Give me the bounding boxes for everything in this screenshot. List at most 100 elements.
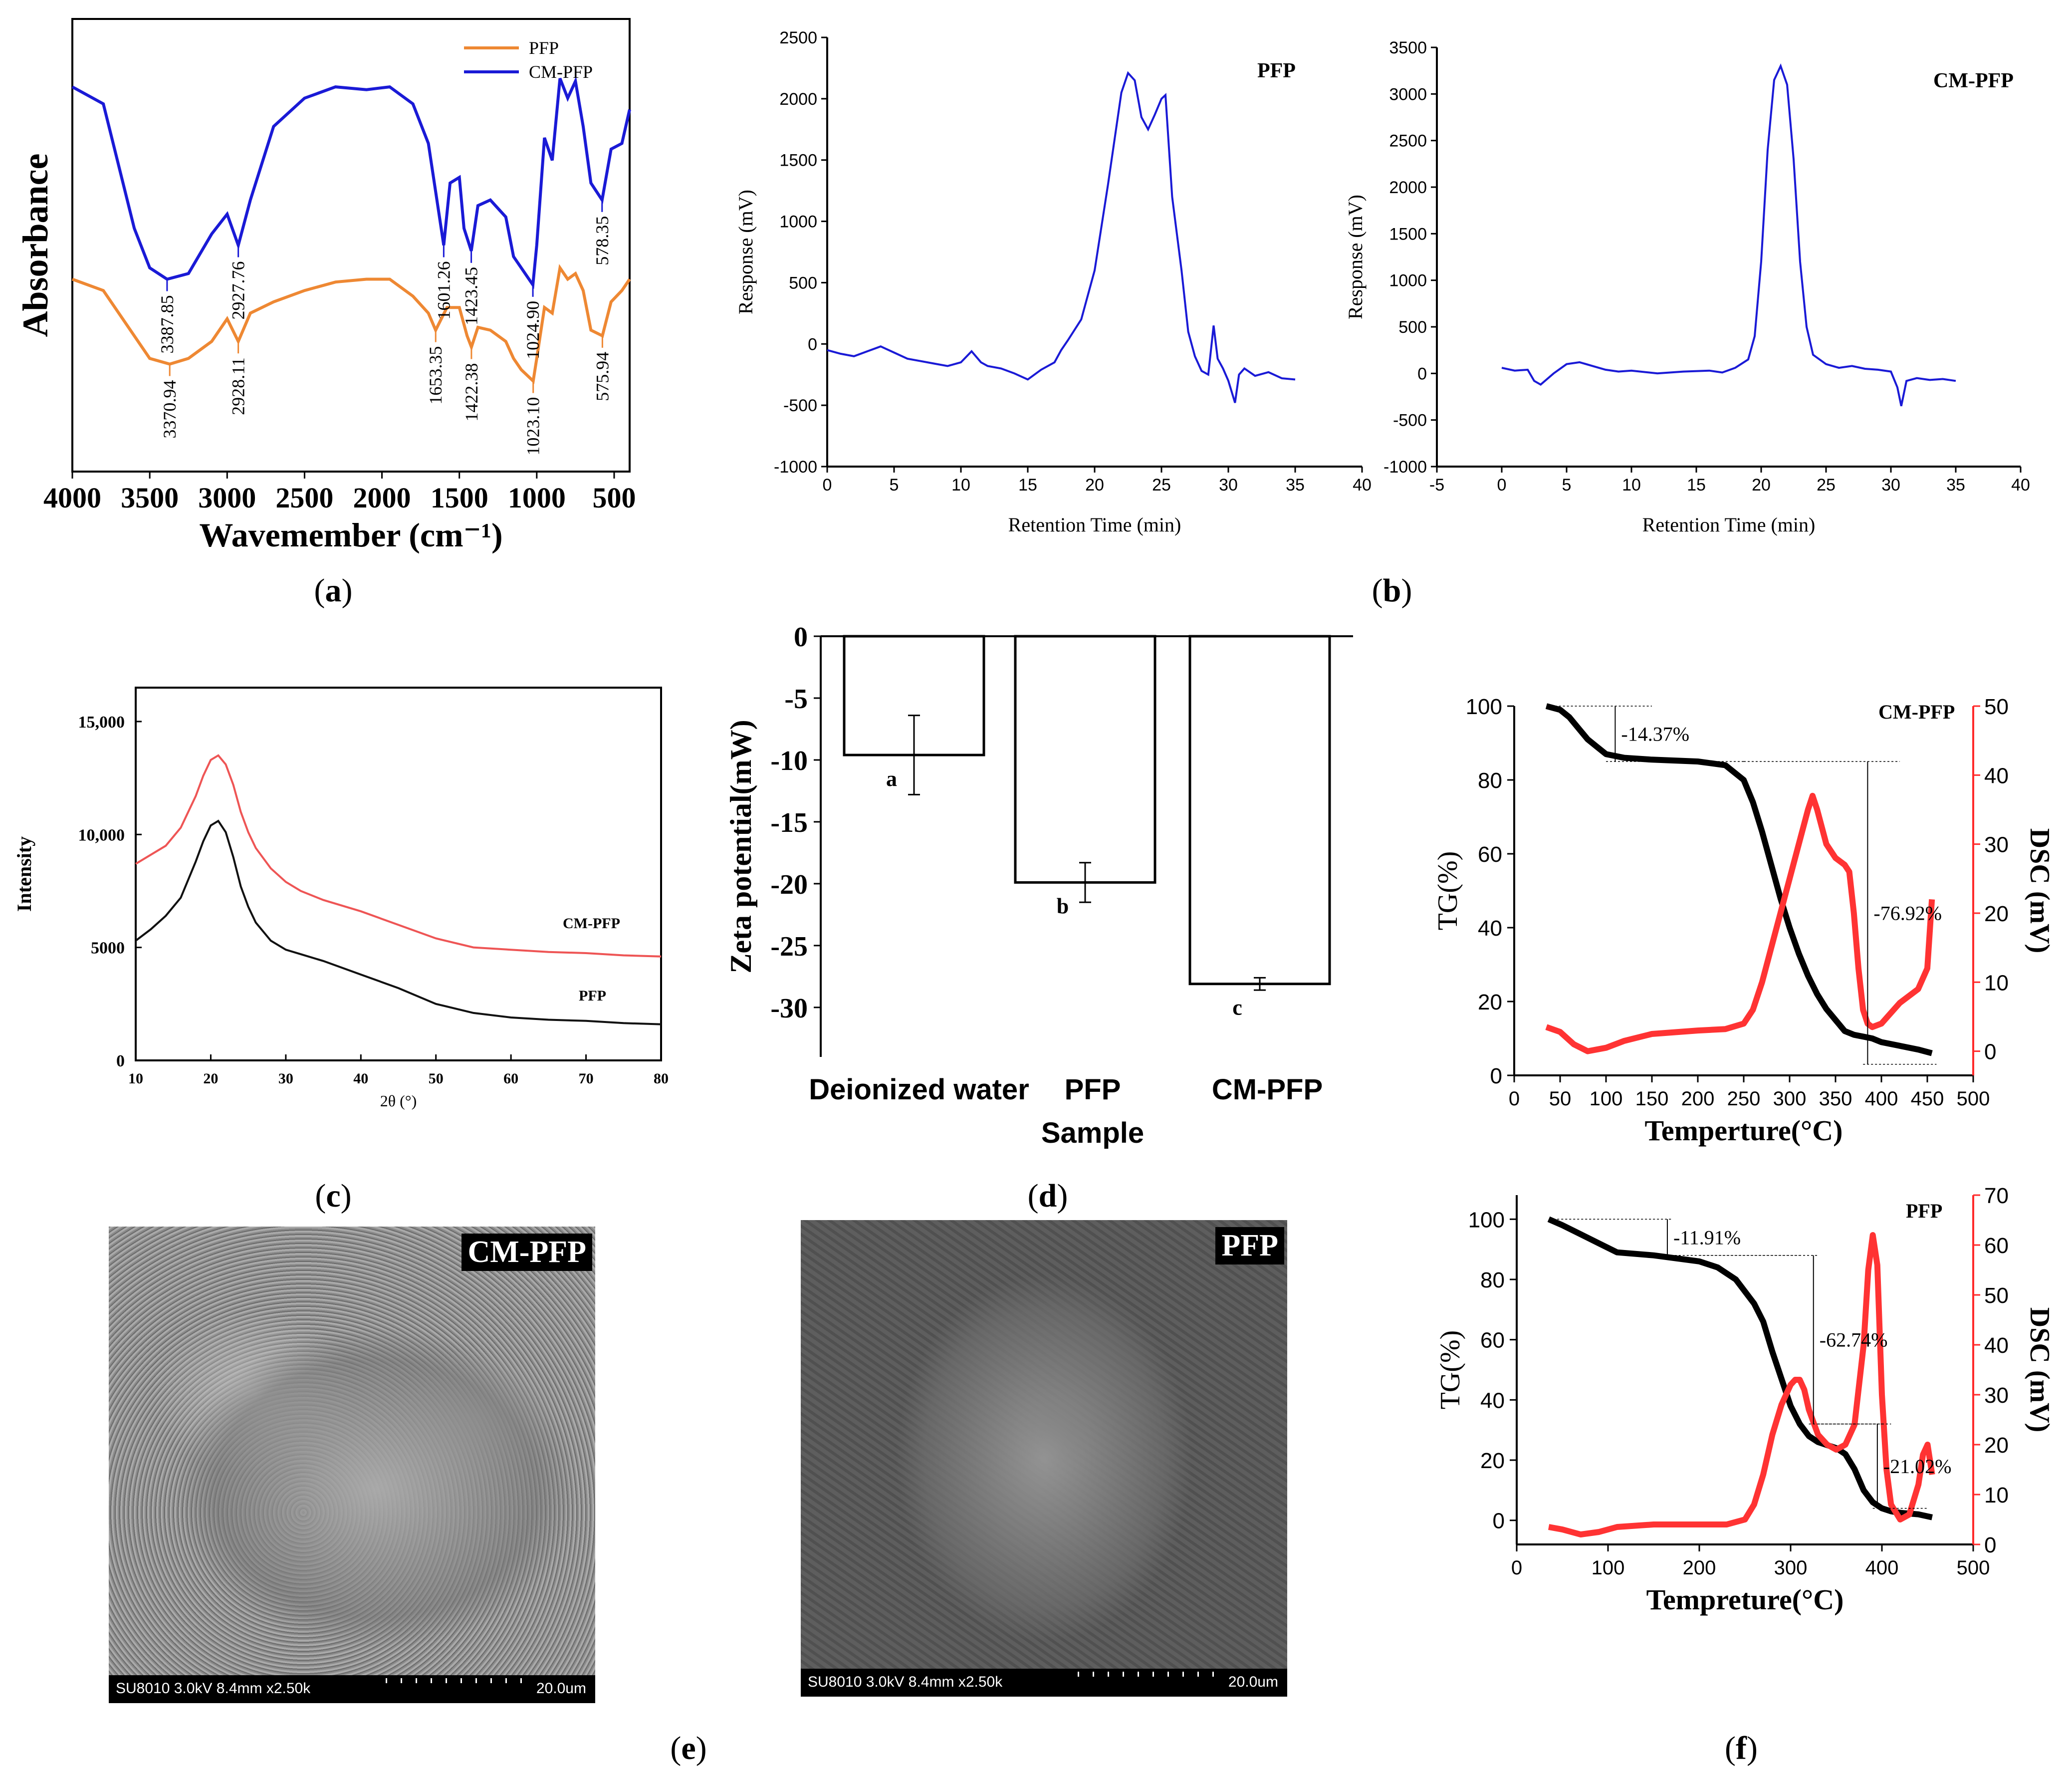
y-tick-label: -1000 [774,458,817,477]
chart-title: PFP [1257,59,1296,82]
y-tick-label: -5 [784,684,808,715]
y-tick-label: 15,000 [78,713,125,732]
x-tick-label: 450 [1911,1088,1944,1110]
series-line-tg [1545,703,1933,1056]
y-tick-label: -500 [783,396,817,415]
y-tick-label-right: 70 [1984,1184,2009,1208]
x-tick-label: 150 [1635,1088,1669,1110]
y-axis-label-left: TG(%) [1435,1330,1466,1410]
y-tick-label-right: 10 [1984,1483,2009,1508]
y-tick-label-right: 20 [1984,1433,2009,1458]
panel-label: (d) [1028,1178,1068,1214]
panel-label: (f) [1725,1730,1758,1767]
y-tick-label-right: 40 [1984,763,2009,788]
x-tick-label: 25 [1817,476,1836,495]
y-tick-label: 2000 [1389,178,1427,197]
peak-label: 2927.76 [229,261,248,320]
mass-loss-label: -14.37% [1621,723,1689,746]
category-label: CM-PFP [1212,1073,1323,1106]
panel-label: (b) [1372,572,1412,609]
x-tick-label: 35 [1286,476,1305,495]
y-tick-label: 0 [794,622,808,653]
x-tick-label: 300 [1774,1557,1808,1579]
x-tick-label: 15 [1018,476,1037,495]
y-tick-label-right: 50 [1984,695,2009,719]
legend-label: CM-PFP [529,62,593,82]
y-tick-label: -30 [770,993,808,1024]
series-line [1501,63,1956,407]
y-tick-label: -10 [770,746,808,776]
x-tick-label: 2000 [353,482,411,514]
mass-loss-label: -11.91% [1673,1226,1741,1249]
x-tick-label: 1000 [508,482,566,514]
plot-frame [71,18,631,473]
x-axis-label: Sample [1041,1117,1144,1149]
x-tick-label: 35 [1946,476,1965,495]
x-axis-label: Wavemember (cm⁻¹) [199,516,502,554]
sem-label: CM-PFP [461,1234,592,1271]
significance-letter: a [886,766,897,791]
panel-f-cmpfp-tg-dsc-chart: 0 50 100 150 200 250 300 350 400 450 5000204060801… [1432,695,2055,1147]
y-tick-label-left: 20 [1478,990,1502,1014]
x-tick-label: 1500 [431,482,488,514]
y-tick-label-left: 100 [1468,1208,1505,1232]
bar [1188,635,1331,986]
sem-scale-text: 20.0um [536,1680,586,1697]
x-tick-label: 70 [579,1070,594,1087]
x-tick-label: 10 [951,476,970,495]
x-tick-label: 5 [890,476,899,495]
y-axis-label-right: DSC (mV) [2024,828,2055,953]
panel-b-cmpfp-gpc-chart: -5 0 5 10 15 20 25 30 35 40 -1000 -500 0 500 1000 1500 2… [1344,38,2030,536]
series-line-pfp [135,819,662,1025]
x-tick-label: 100 [1592,1557,1625,1579]
chart-title: PFP [1906,1200,1942,1222]
panel-b-pfp-gpc-chart: 0 5 10 15 20 25 30 35 40 -1000 -500 0 500 1000 1500 200… [734,28,1372,536]
y-tick-label: 3500 [1389,38,1427,57]
series-line-cm-pfp [71,76,631,289]
y-axis-label: Response (mV) [734,190,757,314]
panel-c-xrd-chart: 10 20 30 40 50 60 70 80 0 5000 10,000 15,000 2θ (°) I… [13,687,669,1110]
y-axis-label-right: DSC (mV) [2024,1307,2055,1432]
x-tick-label: 15 [1687,476,1706,495]
y-tick-label-right: 30 [1984,1383,2009,1408]
y-tick-label-right: 0 [1984,1533,1996,1557]
y-tick-label-left: 60 [1480,1328,1505,1353]
x-axis-label: Retention Time (min) [1642,513,1816,536]
x-tick-label: 20 [1752,476,1771,495]
x-tick-label: 0 [1509,1088,1520,1110]
sem-scale-ticks [1078,1672,1227,1677]
y-tick-label-right: 10 [1984,971,2009,995]
y-tick-label: 3000 [1389,85,1427,104]
x-axis-label: 2θ (°) [380,1092,417,1110]
y-tick-label-right: 40 [1984,1333,2009,1358]
panel-f-pfp-tg-dsc-chart: 0 100 200 300 400 500020406080100010203040506… [1435,1184,2055,1616]
x-tick-label: 200 [1683,1557,1716,1579]
panel-label: (e) [670,1730,706,1767]
y-tick-label-left: 40 [1478,916,1502,941]
x-tick-label: 40 [2011,476,2030,495]
y-tick-label: 1500 [779,151,817,170]
legend-label: PFP [529,38,559,58]
y-tick-label: -15 [770,807,808,838]
x-tick-label: 500 [1957,1557,1990,1579]
panel-labels: (a) (b) (c) (d) (e) (f) [314,572,1758,1767]
x-tick-label: 30 [1219,476,1238,495]
x-tick-label: 60 [503,1070,518,1087]
series-label: PFP [579,988,606,1004]
panel-d-zeta-bar-chart: 0 -5 -10 -15 -20 -25 -30 a Deionized water b PFP c C… [724,622,1353,1149]
x-tick-label: 10 [128,1070,143,1087]
x-tick-label: 50 [429,1070,444,1087]
x-tick-label: 30 [278,1070,293,1087]
x-tick-label: 50 [1549,1088,1572,1110]
x-tick-label: 100 [1590,1088,1623,1110]
y-tick-label: 0 [1417,364,1427,383]
x-tick-label: 2500 [275,482,333,514]
sem-info-text: SU8010 3.0kV 8.4mm x2.50k [116,1680,311,1697]
x-tick-label: 400 [1865,1088,1898,1110]
mass-loss-label: -21.02% [1883,1455,1952,1478]
y-tick-label: 0 [116,1052,125,1070]
x-tick-label: 3000 [198,482,256,514]
y-tick-label: 5000 [91,939,125,958]
x-tick-label: 40 [1353,476,1372,495]
